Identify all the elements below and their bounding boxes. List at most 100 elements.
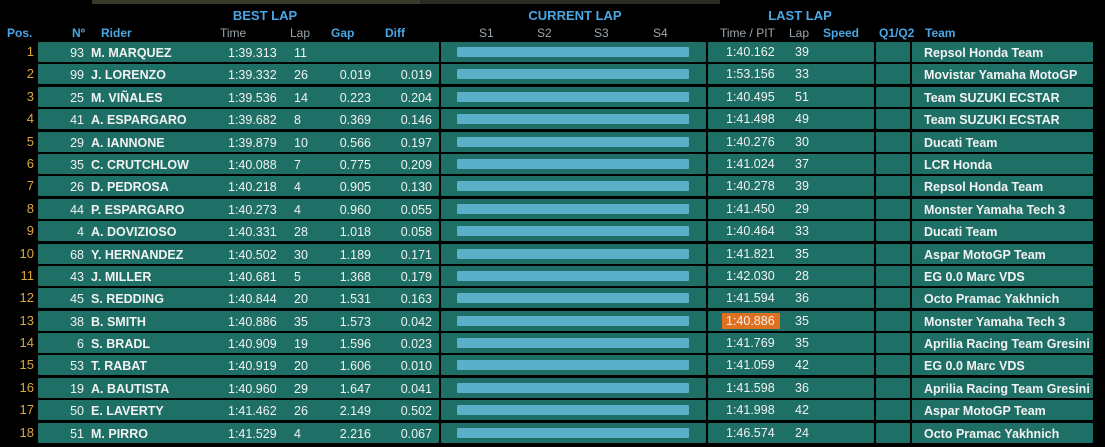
table-row[interactable]: 2 99 J. LORENZO 1:39.332 26 0.019 0.019 … [0, 63, 1105, 85]
last-lap-time: 1:41.450 [726, 201, 775, 216]
diff-value: 0.055 [400, 202, 432, 217]
table-row[interactable]: 1 93 M. MARQUEZ 1:39.313 11 1:40.162 39 … [0, 41, 1105, 63]
diff-value: 0.163 [400, 292, 432, 307]
team-cell: Team SUZUKI ECSTAR [912, 109, 1093, 130]
last-lap-time: 1:40.464 [726, 224, 775, 239]
rider-name: Y. HERNANDEZ [91, 247, 184, 262]
rider-number: 44 [70, 202, 84, 217]
rider-name: T. RABAT [91, 359, 148, 374]
table-row[interactable]: 12 45 S. REDDING 1:40.844 20 1.531 0.163… [0, 287, 1105, 309]
col-header-diff: Diff [385, 26, 405, 40]
best-lap-time: 1:41.529 [228, 426, 277, 441]
team-cell: Movistar Yamaha MotoGP [912, 64, 1093, 85]
gap-value: 2.216 [339, 426, 371, 441]
position-cell: 6 [26, 155, 34, 171]
team-cell: Octo Pramac Yakhnich [912, 288, 1093, 309]
position-cell: 4 [26, 111, 34, 127]
best-lap-time: 1:39.332 [228, 68, 277, 83]
position-cell: 2 [26, 66, 34, 82]
rider-number: 50 [70, 404, 84, 419]
best-lap-number: 5 [294, 269, 301, 284]
team-cell: Repsol Honda Team [912, 42, 1093, 62]
team-name: EG 0.0 Marc VDS [924, 269, 1025, 284]
table-row[interactable]: 14 6 S. BRADL 1:40.909 19 1.596 0.023 1:… [0, 332, 1105, 354]
q1q2-cell [876, 198, 910, 219]
rider-number: 26 [70, 180, 84, 195]
last-lap-cell [708, 265, 874, 286]
gap-value: 1.531 [339, 292, 371, 307]
q1q2-cell [876, 288, 910, 309]
last-lap-cell [708, 109, 874, 130]
position-cell: 15 [19, 357, 34, 373]
best-lap-number: 28 [294, 225, 308, 240]
diff-value: 0.010 [400, 359, 432, 374]
sector-progress-bar [457, 181, 689, 192]
last-lap-number: 30 [795, 134, 809, 149]
rider-info-cell: 99 J. LORENZO 1:39.332 26 0.019 0.019 [38, 64, 439, 85]
rider-name: A. ESPARGARO [91, 113, 187, 128]
table-row[interactable]: 9 4 A. DOVIZIOSO 1:40.331 28 1.018 0.058… [0, 220, 1105, 242]
best-lap-time: 1:40.919 [228, 359, 277, 374]
best-lap-time: 1:41.462 [228, 404, 277, 419]
position-cell: 14 [19, 335, 34, 351]
table-row[interactable]: 11 43 J. MILLER 1:40.681 5 1.368 0.179 1… [0, 265, 1105, 287]
rider-name: S. BRADL [91, 337, 151, 352]
team-name: Repsol Honda Team [924, 46, 1044, 60]
table-row[interactable]: 15 53 T. RABAT 1:40.919 20 1.606 0.010 1… [0, 354, 1105, 376]
table-row[interactable]: 10 68 Y. HERNANDEZ 1:40.502 30 1.189 0.1… [0, 243, 1105, 265]
team-cell: Ducati Team [912, 131, 1093, 152]
last-lap-time: 1:40.162 [726, 45, 775, 59]
last-lap-group-header: LAST LAP [768, 8, 832, 23]
sector-progress-bar [457, 315, 689, 326]
table-row[interactable]: 4 41 A. ESPARGARO 1:39.682 8 0.369 0.146… [0, 108, 1105, 130]
table-row[interactable]: 16 19 A. BAUTISTA 1:40.960 29 1.647 0.04… [0, 377, 1105, 399]
gap-value: 0.905 [339, 180, 371, 195]
rider-number: 43 [70, 269, 84, 284]
table-row[interactable]: 7 26 D. PEDROSA 1:40.218 4 0.905 0.130 1… [0, 175, 1105, 197]
rider-info-cell: 93 M. MARQUEZ 1:39.313 11 [38, 42, 439, 62]
table-row[interactable]: 3 25 M. VIÑALES 1:39.536 14 0.223 0.204 … [0, 86, 1105, 108]
rider-info-cell: 19 A. BAUTISTA 1:40.960 29 1.647 0.041 [38, 377, 439, 398]
col-header-last-lap: Lap [789, 26, 810, 40]
table-row[interactable]: 13 38 B. SMITH 1:40.886 35 1.573 0.042 1… [0, 310, 1105, 332]
gap-value: 1.573 [339, 314, 371, 329]
col-header-speed: Speed [823, 26, 860, 40]
last-lap-time-highlight [722, 312, 780, 329]
table-row[interactable]: 6 35 C. CRUTCHLOW 1:40.088 7 0.775 0.209… [0, 153, 1105, 175]
position-cell: 5 [26, 133, 34, 149]
team-name: Ducati Team [924, 225, 998, 240]
rider-info-cell: 53 T. RABAT 1:40.919 20 1.606 0.010 [38, 355, 439, 376]
diff-value: 0.023 [400, 337, 432, 352]
team-cell: Ducati Team [912, 221, 1093, 242]
table-row[interactable]: 5 29 A. IANNONE 1:39.879 10 0.566 0.197 … [0, 131, 1105, 153]
col-header-team: Team [925, 26, 956, 40]
rider-name: E. LAVERTY [91, 404, 164, 419]
team-cell: Aprilia Racing Team Gresini [912, 333, 1093, 354]
table-row[interactable]: 18 51 M. PIRRO 1:41.529 4 2.216 0.067 1:… [0, 422, 1105, 444]
last-lap-number: 39 [795, 179, 809, 194]
rider-name: A. DOVIZIOSO [91, 225, 177, 240]
col-header-rider: Rider [101, 26, 132, 40]
last-lap-cell [708, 333, 874, 354]
sector-progress-bar [457, 203, 689, 214]
team-cell: Monster Yamaha Tech 3 [912, 310, 1093, 331]
last-lap-number: 28 [795, 268, 809, 283]
last-lap-cell [708, 288, 874, 309]
q1q2-cell [876, 377, 910, 398]
sector-progress-bar [457, 360, 689, 371]
col-header-time: Time [220, 26, 247, 40]
team-name: Ducati Team [924, 135, 998, 150]
rider-number: 6 [77, 337, 84, 352]
gap-value: 1.189 [339, 247, 371, 262]
last-lap-cell [708, 153, 874, 174]
last-lap-time: 1:46.574 [726, 425, 775, 440]
table-row[interactable]: 17 50 E. LAVERTY 1:41.462 26 2.149 0.502… [0, 399, 1105, 421]
team-name: EG 0.0 Marc VDS [924, 359, 1025, 374]
diff-value: 0.130 [400, 180, 432, 195]
team-name: Repsol Honda Team [924, 180, 1044, 195]
last-lap-cell [708, 86, 874, 107]
table-row[interactable]: 8 44 P. ESPARGARO 1:40.273 4 0.960 0.055… [0, 198, 1105, 220]
rider-info-cell: 4 A. DOVIZIOSO 1:40.331 28 1.018 0.058 [38, 221, 439, 242]
gap-value: 1.606 [339, 359, 371, 374]
rider-info-cell: 26 D. PEDROSA 1:40.218 4 0.905 0.130 [38, 176, 439, 197]
